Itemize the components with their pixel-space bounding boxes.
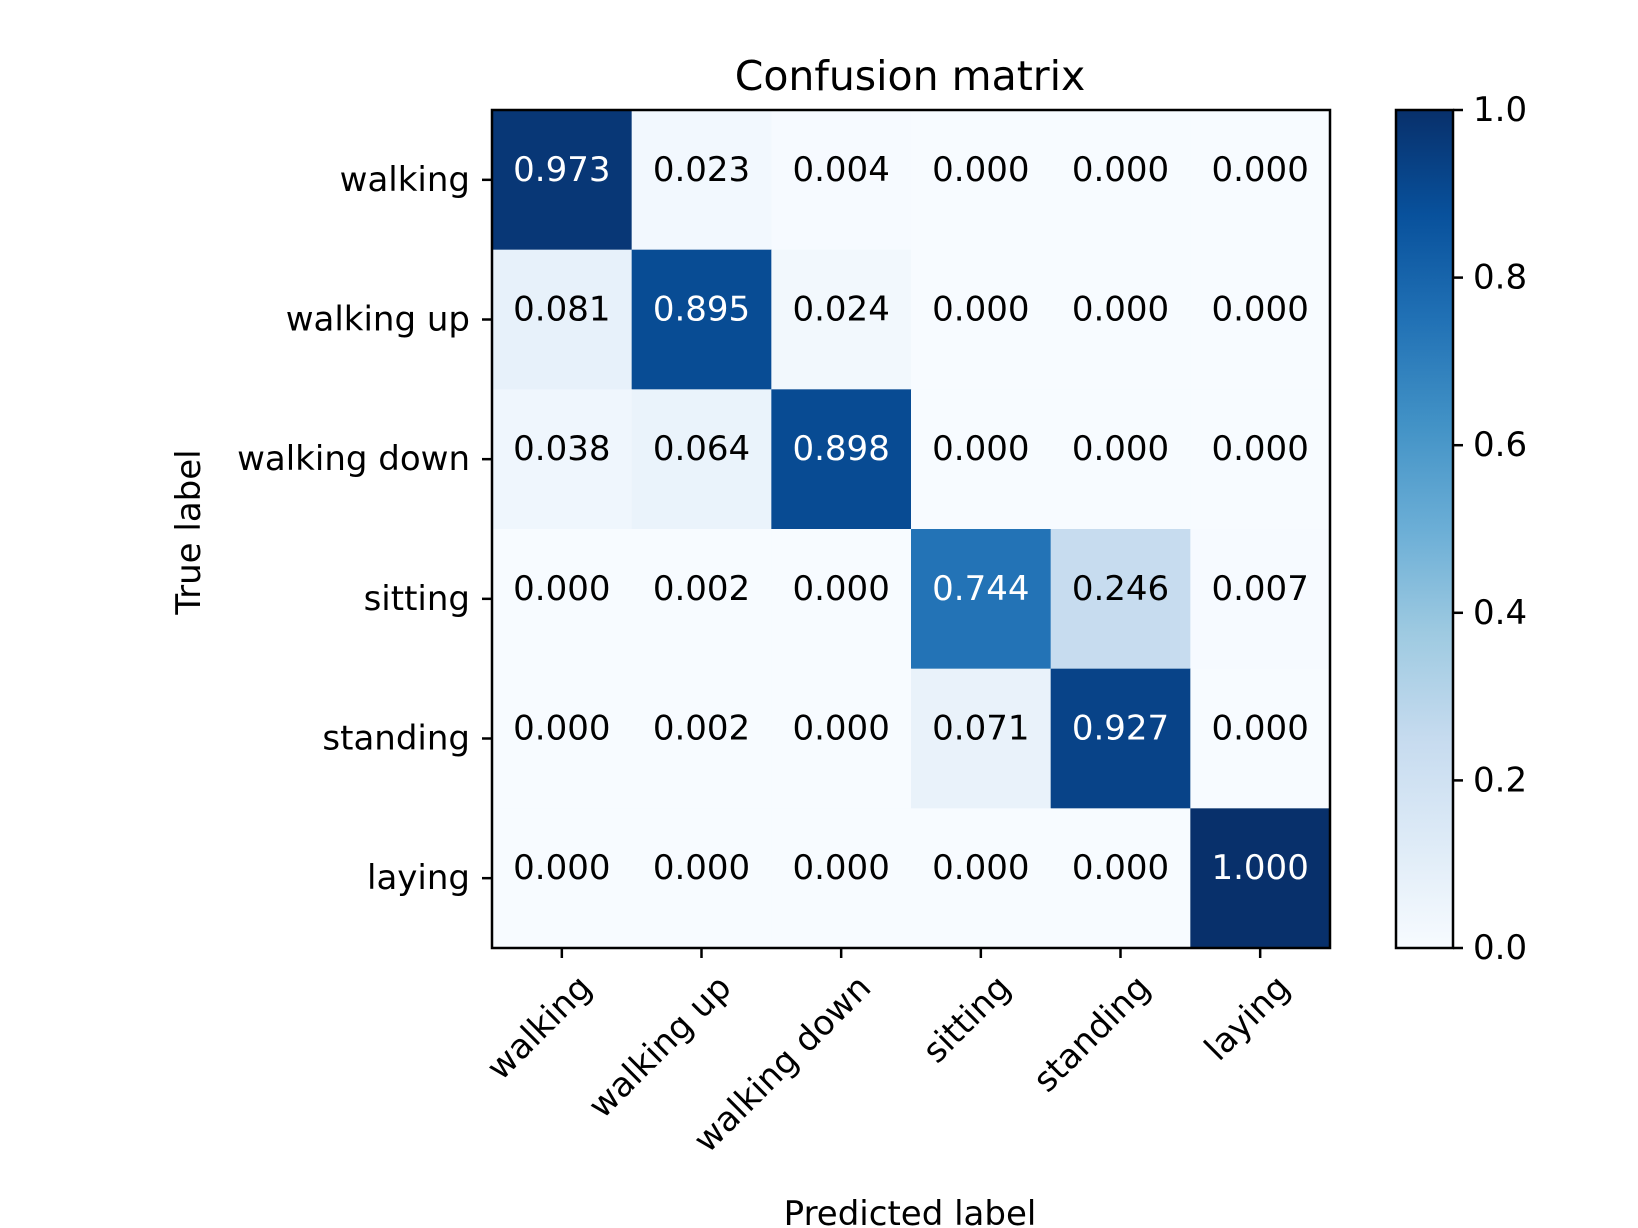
heatmap-cell [492, 110, 633, 251]
heatmap-cell [1190, 808, 1331, 949]
cell-value-label: 0.000 [932, 150, 1029, 190]
colorbar [1394, 108, 1455, 950]
heatmap-cell [1050, 529, 1191, 670]
cell-value-label: 0.000 [1072, 290, 1169, 330]
heatmap-cell [1190, 249, 1331, 390]
cell-value-label: 0.895 [653, 290, 750, 330]
cell-value-label: 0.000 [513, 848, 610, 888]
heatmap-cell [1050, 808, 1191, 949]
heatmap-cell [771, 668, 912, 809]
heatmap-cell [631, 389, 772, 530]
heatmap-cell-labels: 0.973 0.023 0.004 0.000 0.000 0.000 0.081 0.895… [513, 150, 1309, 888]
colorbar-tick-label: 1.0 [1473, 90, 1527, 130]
cell-value-label: 0.038 [513, 429, 610, 469]
heatmap-cell [771, 808, 912, 949]
cell-value-label: 0.000 [932, 848, 1029, 888]
y-tick-label: laying [367, 858, 470, 898]
cell-value-label: 0.000 [1211, 290, 1308, 330]
colorbar-tick-label: 0.6 [1473, 425, 1527, 465]
heatmap-cell [911, 389, 1052, 530]
heatmap-cell [771, 389, 912, 530]
y-tick-label: sitting [364, 579, 470, 619]
heatmap-cell [911, 110, 1052, 251]
colorbar-tick-label: 0.8 [1473, 258, 1527, 298]
heatmap-cell [1050, 668, 1191, 809]
y-tick-label: walking down [237, 439, 470, 479]
cell-value-label: 0.000 [513, 709, 610, 749]
cell-value-label: 0.000 [932, 429, 1029, 469]
cell-value-label: 0.927 [1072, 709, 1169, 749]
cell-value-label: 0.000 [1211, 150, 1308, 190]
heatmap-cell [1050, 110, 1191, 251]
y-tick-label: walking up [286, 300, 470, 340]
cell-value-label: 0.002 [653, 569, 750, 609]
y-tick-label: standing [322, 719, 470, 759]
colorbar-tick-label: 0.2 [1473, 760, 1527, 800]
heatmap-cell [911, 668, 1052, 809]
heatmap-cell [631, 808, 772, 949]
cell-value-label: 0.004 [792, 150, 889, 190]
heatmap-cell [492, 529, 633, 670]
heatmap-cell [1190, 668, 1331, 809]
heatmap-cell [1190, 110, 1331, 251]
plot-frame [490, 108, 1332, 950]
cell-value-label: 0.000 [1072, 150, 1169, 190]
cell-value-label: 0.000 [932, 290, 1029, 330]
cell-value-label: 0.002 [653, 709, 750, 749]
cell-value-label: 0.007 [1211, 569, 1308, 609]
y-axis-label: True label [169, 449, 209, 615]
heatmap-cell [631, 110, 772, 251]
cell-value-label: 0.024 [792, 290, 889, 330]
colorbar-ticks: 0.0 0.2 0.4 0.6 0.8 1.0 [1453, 90, 1527, 968]
heatmap-cell [631, 668, 772, 809]
heatmap-cell [631, 249, 772, 390]
cell-value-label: 0.000 [792, 569, 889, 609]
heatmap-cell [771, 249, 912, 390]
cell-value-label: 0.973 [513, 150, 610, 190]
heatmap-cell [911, 529, 1052, 670]
cell-value-label: 0.000 [792, 709, 889, 749]
heatmap-cell [771, 110, 912, 251]
cell-value-label: 0.000 [792, 848, 889, 888]
chart-title: Confusion matrix [735, 52, 1086, 100]
heatmap-cell [492, 808, 633, 949]
cell-value-label: 0.023 [653, 150, 750, 190]
cell-value-label: 1.000 [1211, 848, 1308, 888]
heatmap-cell [492, 249, 633, 390]
heatmap-cell [1190, 389, 1331, 530]
cell-value-label: 0.246 [1072, 569, 1169, 609]
cell-value-label: 0.071 [932, 709, 1029, 749]
heatmap-cell [1050, 389, 1191, 530]
heatmap-cell [492, 668, 633, 809]
y-axis-ticks: walking walking up walking down sitting stan… [237, 160, 492, 898]
cell-value-label: 0.000 [1072, 848, 1169, 888]
heatmap-cell [492, 389, 633, 530]
heatmap-cell [911, 249, 1052, 390]
cell-value-label: 0.000 [1211, 709, 1308, 749]
cell-value-label: 0.000 [653, 848, 750, 888]
heatmap-cell [771, 529, 912, 670]
heatmap-cell [1190, 529, 1331, 670]
heatmap-cell [1050, 249, 1191, 390]
heatmap-cells [492, 110, 1331, 949]
cell-value-label: 0.898 [792, 429, 889, 469]
cell-value-label: 0.081 [513, 290, 610, 330]
cell-value-label: 0.000 [1211, 429, 1308, 469]
heatmap-cell [911, 808, 1052, 949]
cell-value-label: 0.000 [1072, 429, 1169, 469]
cell-value-label: 0.744 [932, 569, 1029, 609]
y-tick-label: walking [340, 160, 470, 200]
x-axis-label: Predicted label [784, 1194, 1037, 1228]
cell-value-label: 0.064 [653, 429, 750, 469]
colorbar-tick-label: 0.4 [1473, 593, 1527, 633]
heatmap-cell [631, 529, 772, 670]
colorbar-tick-label: 0.0 [1473, 928, 1527, 968]
cell-value-label: 0.000 [513, 569, 610, 609]
